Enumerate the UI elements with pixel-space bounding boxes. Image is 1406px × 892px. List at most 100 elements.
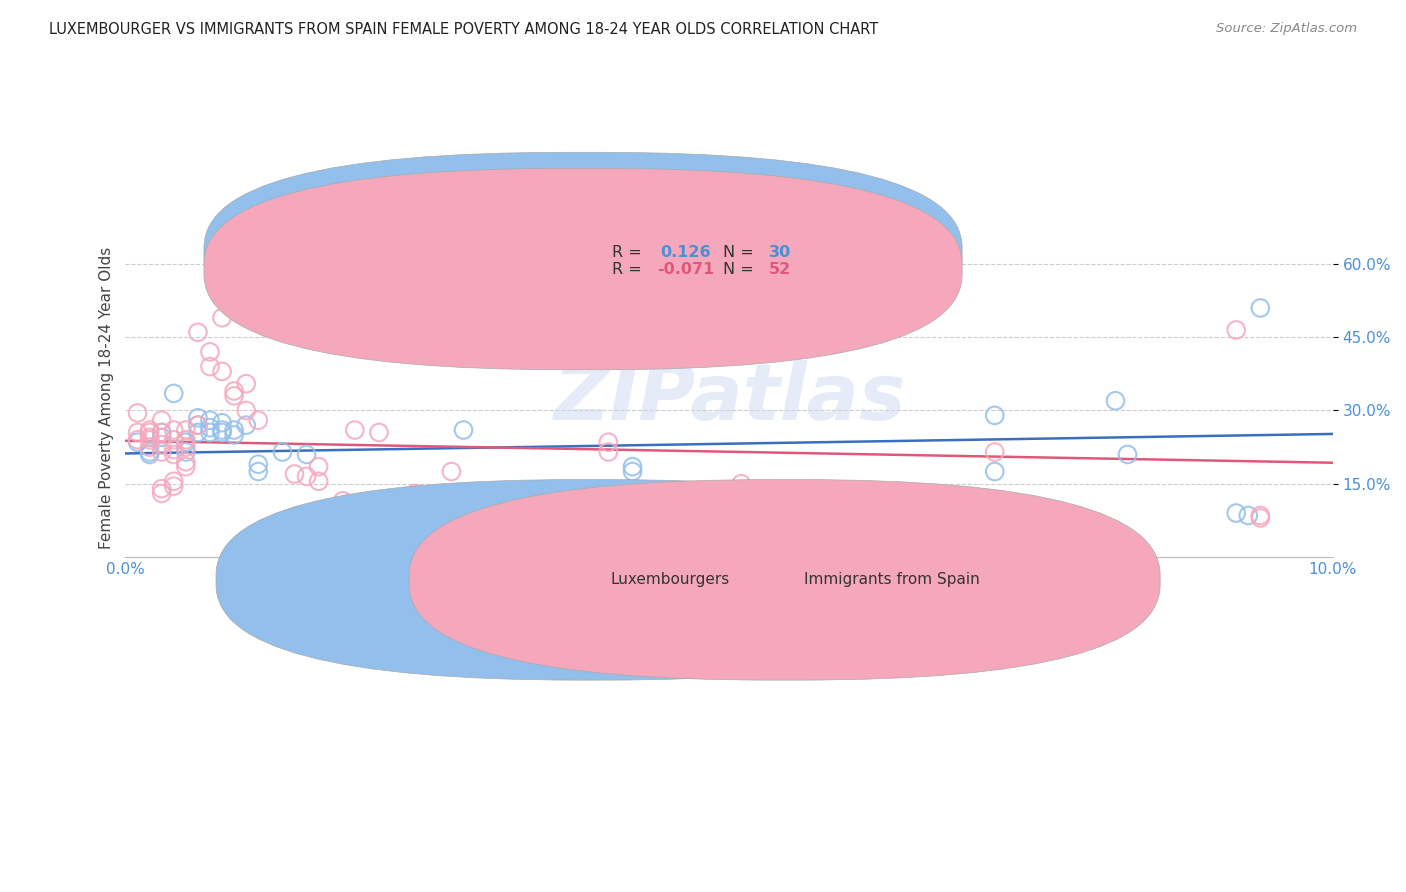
Point: [211, 310, 233, 325]
Point: [150, 482, 173, 496]
FancyBboxPatch shape: [409, 480, 1160, 680]
Point: [295, 469, 318, 483]
Point: [187, 418, 209, 433]
Text: R =: R =: [612, 245, 647, 260]
Point: [1225, 323, 1247, 337]
Point: [163, 442, 186, 457]
Point: [174, 455, 197, 469]
Point: [308, 475, 330, 489]
FancyBboxPatch shape: [204, 169, 962, 370]
Text: Immigrants from Spain: Immigrants from Spain: [804, 573, 980, 587]
Point: [235, 376, 257, 391]
Point: [187, 425, 209, 440]
Text: Source: ZipAtlas.com: Source: ZipAtlas.com: [1216, 22, 1357, 36]
Point: [295, 447, 318, 461]
Point: [1249, 508, 1271, 523]
Point: [163, 475, 186, 489]
Point: [150, 425, 173, 440]
Point: [174, 423, 197, 437]
Text: ZIPatlas: ZIPatlas: [553, 360, 905, 436]
Point: [150, 430, 173, 444]
Point: [211, 416, 233, 430]
Point: [983, 445, 1005, 459]
Point: [163, 479, 186, 493]
Point: [598, 435, 620, 450]
Text: N =: N =: [723, 245, 759, 260]
Point: [247, 413, 270, 427]
Point: [174, 435, 197, 450]
Point: [187, 326, 209, 340]
Point: [150, 438, 173, 452]
Point: [621, 459, 644, 474]
Point: [1104, 393, 1126, 408]
Point: [1249, 511, 1271, 525]
Text: LUXEMBOURGER VS IMMIGRANTS FROM SPAIN FEMALE POVERTY AMONG 18-24 YEAR OLDS CORRE: LUXEMBOURGER VS IMMIGRANTS FROM SPAIN FE…: [49, 22, 879, 37]
Point: [1237, 508, 1260, 523]
Point: [1249, 301, 1271, 315]
Point: [983, 409, 1005, 423]
Point: [198, 345, 221, 359]
Point: [127, 425, 149, 440]
Point: [138, 433, 160, 447]
FancyBboxPatch shape: [548, 241, 880, 281]
Text: 30: 30: [769, 245, 792, 260]
Text: 52: 52: [769, 261, 792, 277]
Point: [138, 440, 160, 454]
Point: [1225, 506, 1247, 520]
Point: [235, 403, 257, 417]
Point: [198, 413, 221, 427]
Point: [235, 418, 257, 433]
Point: [198, 359, 221, 374]
Point: [332, 493, 354, 508]
Y-axis label: Female Poverty Among 18-24 Year Olds: Female Poverty Among 18-24 Year Olds: [100, 247, 114, 549]
Point: [163, 433, 186, 447]
Point: [150, 425, 173, 440]
Text: -0.071: -0.071: [657, 261, 714, 277]
Point: [127, 406, 149, 420]
Point: [174, 459, 197, 474]
Point: [198, 425, 221, 440]
Point: [211, 425, 233, 440]
Point: [730, 506, 752, 520]
Point: [440, 465, 463, 479]
Point: [150, 486, 173, 500]
Point: [174, 445, 197, 459]
Point: [138, 423, 160, 437]
Point: [224, 389, 246, 403]
Point: [224, 384, 246, 398]
Point: [138, 445, 160, 459]
Point: [343, 423, 366, 437]
Text: Luxembourgers: Luxembourgers: [610, 573, 730, 587]
Point: [163, 447, 186, 461]
Point: [211, 423, 233, 437]
Text: R =: R =: [612, 261, 647, 277]
Point: [187, 410, 209, 425]
Point: [404, 486, 426, 500]
Point: [163, 423, 186, 437]
Point: [271, 445, 294, 459]
Point: [598, 445, 620, 459]
Point: [1116, 447, 1139, 461]
Point: [247, 457, 270, 471]
Point: [983, 465, 1005, 479]
Point: [138, 425, 160, 440]
Point: [283, 467, 305, 481]
Point: [198, 420, 221, 434]
Point: [368, 425, 391, 440]
Text: 0.126: 0.126: [661, 245, 711, 260]
Point: [174, 433, 197, 447]
Point: [224, 428, 246, 442]
Point: [138, 430, 160, 444]
Point: [247, 465, 270, 479]
Point: [138, 447, 160, 461]
Text: N =: N =: [723, 261, 759, 277]
Point: [127, 435, 149, 450]
Point: [742, 521, 765, 535]
Point: [308, 459, 330, 474]
Point: [174, 440, 197, 454]
Point: [621, 465, 644, 479]
FancyBboxPatch shape: [217, 480, 967, 680]
Point: [211, 364, 233, 378]
FancyBboxPatch shape: [204, 153, 962, 354]
Point: [150, 413, 173, 427]
